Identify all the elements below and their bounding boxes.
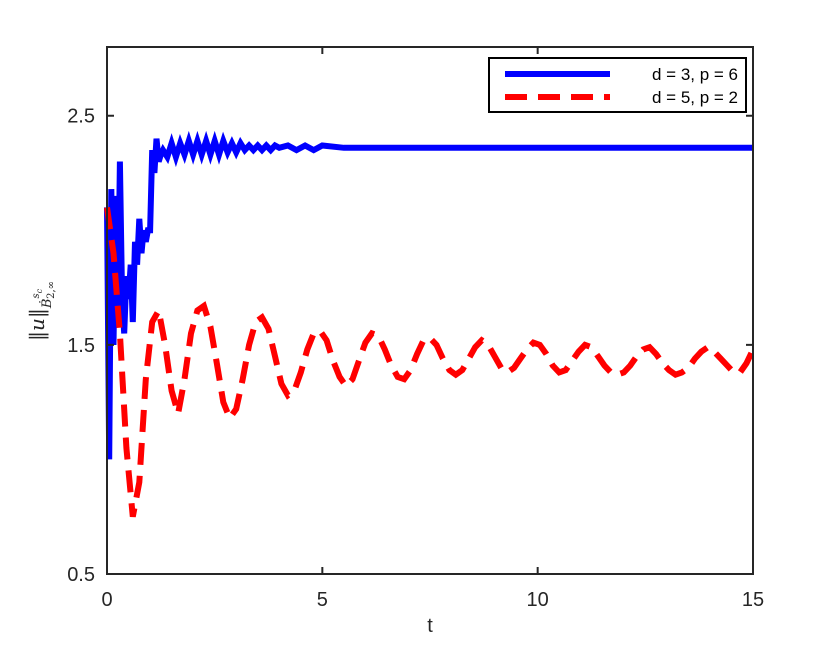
x-tick-label: 15: [742, 589, 764, 611]
y-label-space: Ḃ: [38, 299, 55, 310]
y-label-superscript-sub: c: [35, 288, 44, 293]
y-label-norm-left: ‖: [25, 331, 50, 341]
y-tick-label: 1.5: [67, 335, 95, 357]
plot-frame: [106, 46, 754, 575]
x-tick-label: 0: [101, 589, 112, 611]
legend-label-series-2: d = 5, p = 2: [652, 88, 738, 107]
x-axis-label: t: [427, 615, 433, 637]
legend-label-series-1: d = 3, p = 6: [652, 65, 738, 84]
y-label-var: u: [25, 318, 49, 331]
y-axis-label: ‖u‖Ḃsc 2,∞: [25, 281, 57, 341]
legend-box: [488, 57, 747, 113]
series-line-2: [104, 206, 756, 518]
ticks-layer: 0 5 10 15 0.5 1.5 2.5: [67, 47, 764, 611]
x-tick-label: 10: [527, 589, 549, 611]
y-label-norm-right: ‖: [25, 308, 50, 318]
y-tick-label: 2.5: [67, 106, 95, 128]
y-label-subscript: 2,∞: [46, 281, 57, 299]
x-tick-label: 5: [317, 589, 328, 611]
legend: d = 3, p = 6 d = 5, p = 2: [488, 57, 747, 113]
y-tick-label: 0.5: [67, 564, 95, 586]
y-label-superscript: s: [31, 293, 42, 298]
series-layer: [104, 130, 756, 518]
series-line-1: [104, 130, 753, 460]
